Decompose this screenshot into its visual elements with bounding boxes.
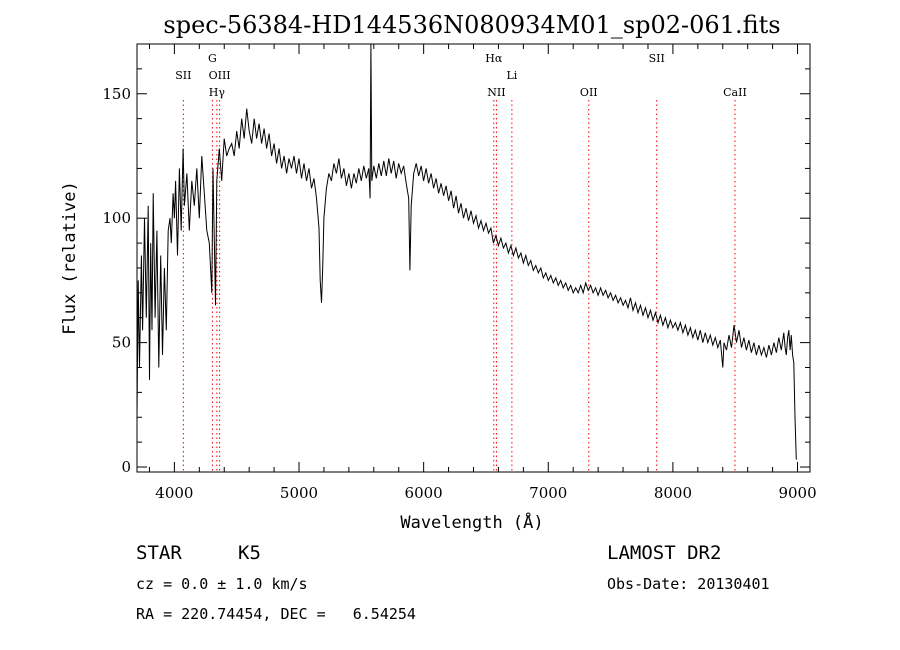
x-tick-label: 9000 — [778, 484, 816, 502]
x-tick-label: 8000 — [654, 484, 692, 502]
obs-date: Obs-Date: 20130401 — [607, 575, 770, 593]
spectral-line-label: OII — [580, 86, 598, 99]
survey-name: LAMOST DR2 — [607, 542, 721, 564]
spectral-line-label: Li — [506, 69, 517, 82]
y-tick-label: 50 — [112, 334, 131, 352]
x-tick-labels: 4000 5000 6000 7000 8000 9000 — [155, 484, 816, 502]
y-tick-label: 150 — [102, 85, 131, 103]
x-tick-label: 7000 — [529, 484, 567, 502]
redshift-text: cz = 0.0 ± 1.0 km/s — [136, 575, 308, 593]
x-axis-label: Wavelength (Å) — [400, 511, 543, 533]
spectral-line-label: NII — [487, 86, 505, 99]
spectral-line-label: SII — [649, 52, 665, 65]
spectral-line-label: CaII — [723, 86, 747, 99]
y-tick-label: 0 — [121, 458, 131, 476]
x-tick-label: 5000 — [280, 484, 318, 502]
y-tick-label: 100 — [102, 209, 131, 227]
spectral-line-label: OIII — [209, 69, 231, 82]
spectral-line-label: Hα — [485, 52, 503, 65]
object-class: STAR — [136, 542, 182, 564]
y-tick-labels: 0 50 100 150 — [102, 85, 131, 476]
spectral-line-label: Hγ — [209, 86, 226, 99]
chart-title: spec-56384-HD144536N080934M01_sp02-061.f… — [163, 11, 780, 39]
spectral-line-markers — [182, 100, 736, 472]
x-tick-label: 6000 — [405, 484, 443, 502]
axis-ticks — [137, 44, 810, 472]
spectrum-line — [136, 43, 797, 460]
spectral-line-label: SII — [175, 69, 191, 82]
y-axis-label: Flux (relative) — [60, 181, 80, 335]
object-subclass: K5 — [238, 542, 261, 564]
x-tick-label: 4000 — [155, 484, 193, 502]
coordinates-text: RA = 220.74454, DEC = 6.54254 — [136, 605, 416, 623]
plot-frame — [136, 43, 811, 473]
spectral-line-label: G — [208, 52, 217, 65]
